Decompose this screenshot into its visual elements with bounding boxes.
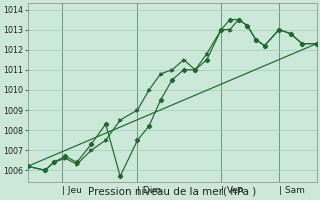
Text: | Jeu: | Jeu [62, 186, 82, 195]
Text: | Dim: | Dim [138, 186, 162, 195]
Text: | Sam: | Sam [279, 186, 305, 195]
Text: | Ven: | Ven [221, 186, 244, 195]
X-axis label: Pression niveau de la mer( hPa ): Pression niveau de la mer( hPa ) [88, 187, 256, 197]
